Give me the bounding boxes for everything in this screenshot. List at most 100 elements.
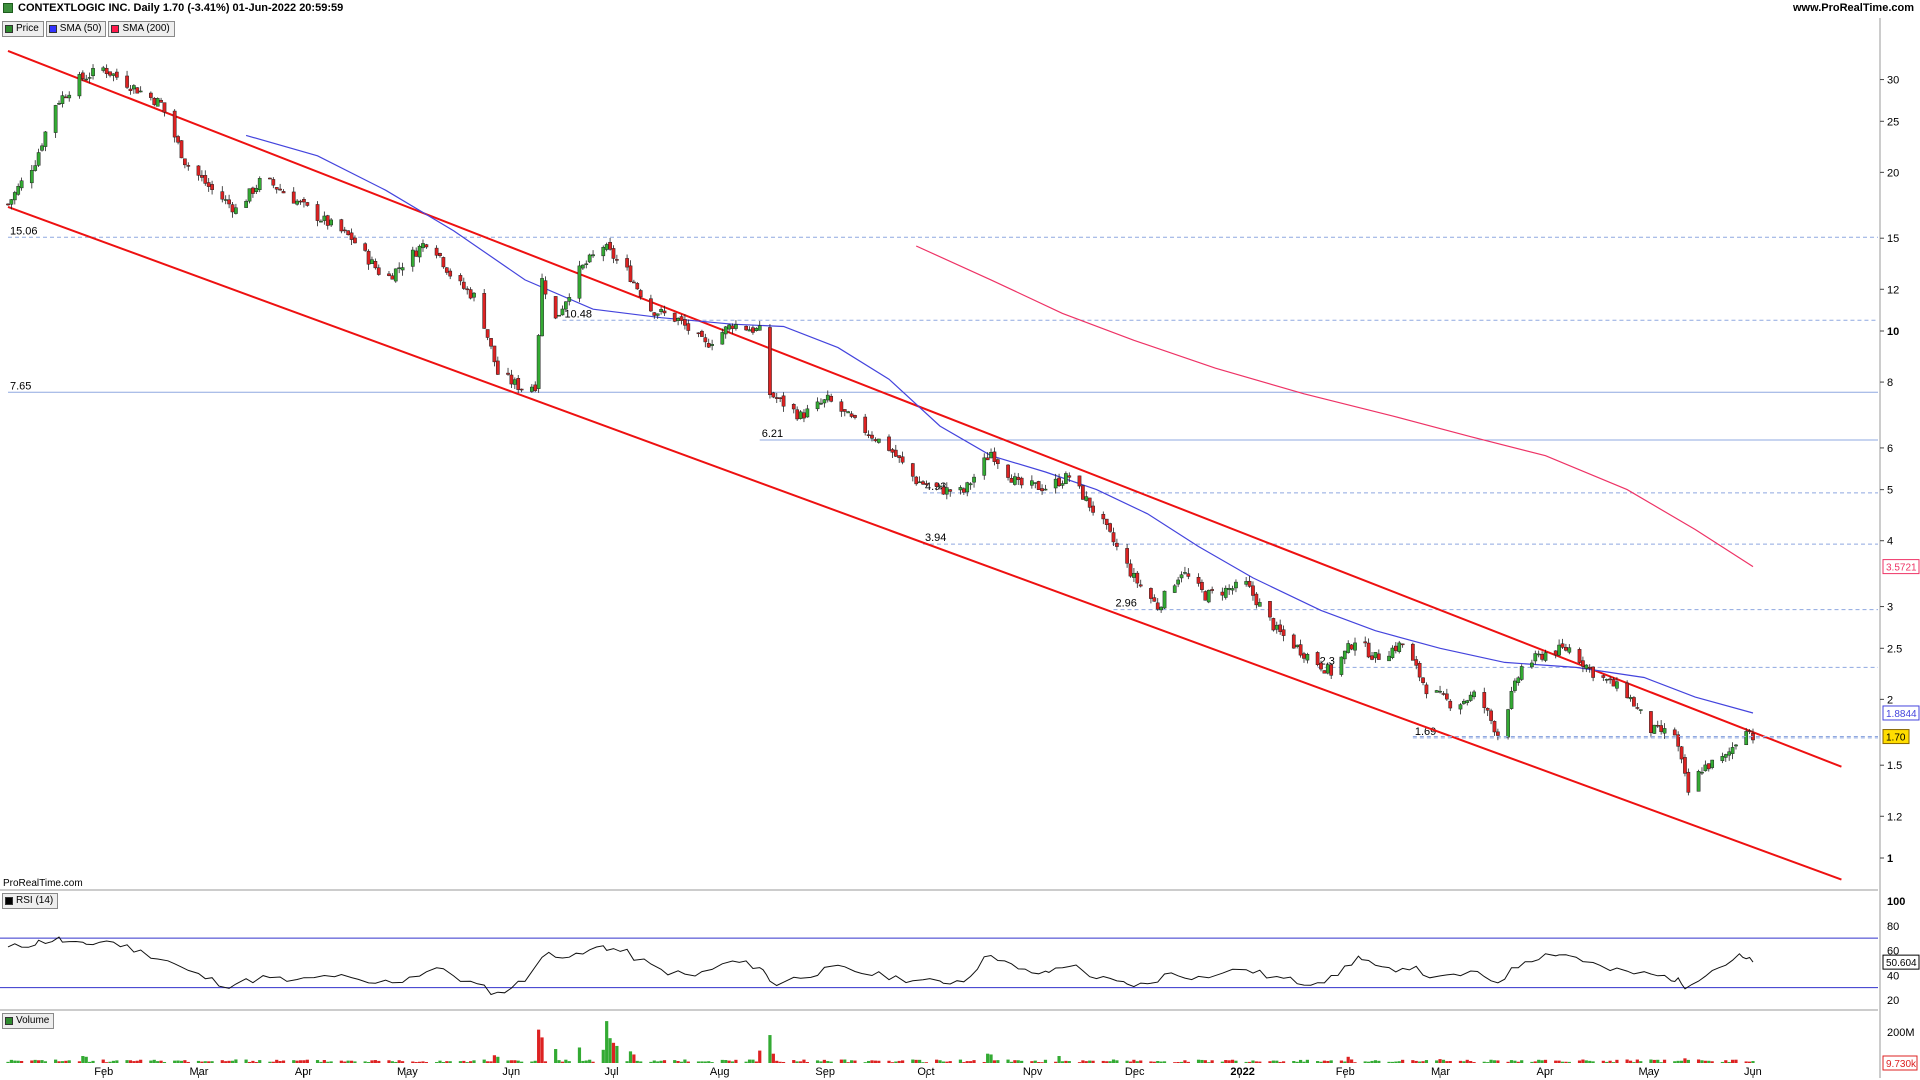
candle-body [577, 265, 582, 299]
volume-bar [673, 1060, 677, 1063]
volume-bar [6, 1061, 10, 1063]
volume-bar [1271, 1060, 1275, 1063]
volume-bar [686, 1061, 690, 1063]
volume-panel-tag[interactable]: Volume [2, 1013, 55, 1029]
volume-bar [1377, 1060, 1381, 1063]
volume-bar [1162, 1061, 1167, 1063]
volume-bar [1465, 1059, 1469, 1063]
candle-body [706, 342, 711, 348]
volume-bar [744, 1061, 748, 1063]
candle-body [686, 323, 691, 331]
candle-body [251, 187, 255, 194]
volume-bar [1530, 1061, 1534, 1063]
legend-price[interactable]: Price [2, 21, 44, 37]
volume-bar [1438, 1059, 1442, 1063]
volume-bar [200, 1061, 204, 1063]
legend-price-label: Price [16, 23, 39, 34]
rsi-label: RSI (14) [16, 895, 54, 906]
volume-bar [210, 1061, 214, 1063]
candle-body [1251, 585, 1255, 596]
candle-body [519, 388, 524, 391]
volume-bar [1390, 1061, 1395, 1063]
legend-sma200[interactable]: SMA (200) [108, 21, 175, 37]
candle-body [1540, 653, 1544, 660]
candle-body [557, 314, 561, 317]
volume-bar [1734, 1059, 1738, 1063]
volume-bar [1513, 1060, 1517, 1063]
candle-body [1496, 731, 1500, 736]
volume-bar [244, 1059, 248, 1063]
candle-body [489, 338, 493, 347]
candle-body [1744, 731, 1749, 746]
volume-bar [781, 1061, 786, 1063]
y-tick-label-11: 12 [1887, 284, 1899, 296]
y-tick-label-5: 3 [1887, 602, 1893, 614]
volume-bar [298, 1060, 303, 1063]
candle-body [1638, 709, 1643, 711]
volume-bar [969, 1061, 973, 1063]
candle-body [560, 308, 565, 316]
volume-bar [1183, 1060, 1187, 1063]
volume-bar [1724, 1060, 1728, 1063]
volume-bar [564, 1059, 568, 1063]
candle-body [876, 438, 881, 443]
volume-bar [1230, 1059, 1235, 1063]
volume-bar [839, 1059, 843, 1063]
volume-bar [625, 1061, 629, 1063]
candle-body [468, 289, 473, 299]
candle-body [863, 416, 868, 433]
candle-body [1635, 707, 1640, 709]
volume-bar [1125, 1060, 1129, 1063]
candle-body [1679, 746, 1684, 760]
candle-body [662, 310, 667, 314]
rsi-panel-tag[interactable]: RSI (14) [2, 893, 59, 909]
volume-bar [441, 1062, 445, 1063]
candle-body [183, 158, 187, 166]
candle-body [798, 411, 803, 419]
volume-bar [353, 1061, 357, 1063]
volume-bar [870, 1060, 874, 1063]
volume-bar [1108, 1061, 1112, 1063]
candle-body [230, 204, 235, 213]
volume-bar [849, 1060, 854, 1063]
x-tick-label-7: Sep [815, 1066, 835, 1078]
candle-body [53, 105, 58, 133]
volume-bar [1268, 1061, 1272, 1063]
candle-body [917, 481, 922, 484]
candle-body [1509, 691, 1514, 709]
volume-bar [1581, 1059, 1585, 1063]
candle-body [1730, 747, 1735, 754]
volume-bar [16, 1060, 20, 1063]
brand-link[interactable]: www.ProRealTime.com [1792, 2, 1914, 14]
candle-body [495, 360, 500, 375]
volume-bar [1173, 1062, 1177, 1063]
candle-body [1543, 652, 1548, 661]
volume-bar [632, 1054, 636, 1063]
candle-body [1424, 684, 1429, 695]
candle-body [1274, 624, 1279, 630]
volume-bar [40, 1060, 44, 1063]
volume-bar [1441, 1059, 1446, 1063]
volume-bar [322, 1060, 326, 1063]
candle-body [444, 267, 449, 273]
candle-body [1325, 664, 1330, 674]
candle-body [1108, 523, 1112, 532]
volume-bar [591, 1061, 595, 1063]
volume-tick-label-0: 200M [1887, 1027, 1915, 1039]
candle-body [710, 344, 714, 346]
candle-body [774, 397, 779, 399]
volume-bar [1411, 1060, 1415, 1063]
y-tick-label-0: 1 [1887, 853, 1893, 865]
volume-bar [778, 1061, 782, 1063]
candle-body [1128, 563, 1133, 577]
volume-bar [911, 1059, 915, 1063]
candle-body [1703, 764, 1708, 772]
volume-bar [30, 1060, 34, 1063]
volume-bar [1033, 1060, 1037, 1063]
candle-body [1462, 700, 1466, 704]
candle-body [1203, 591, 1208, 601]
candle-body [329, 219, 333, 226]
channel-lower-line [7, 205, 1842, 881]
legend-sma50[interactable]: SMA (50) [45, 21, 107, 37]
